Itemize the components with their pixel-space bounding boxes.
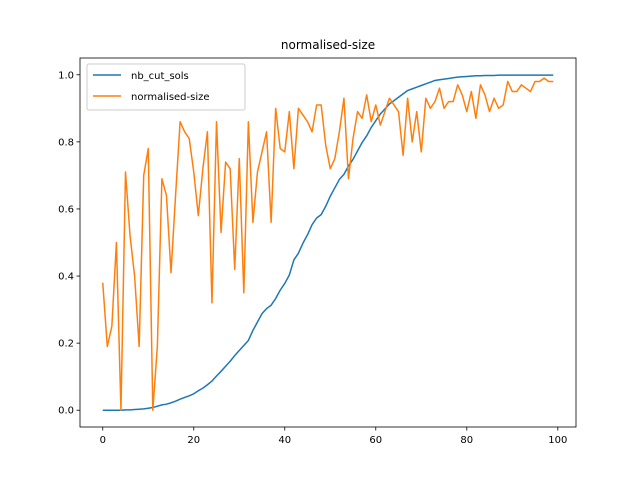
series-line-0 bbox=[102, 74, 554, 411]
x-tick-label: 20 bbox=[187, 435, 200, 446]
x-tick-label: 80 bbox=[460, 435, 473, 446]
x-tick-label: 100 bbox=[548, 435, 567, 446]
chart-title: normalised-size bbox=[281, 38, 375, 52]
legend-label: normalised-size bbox=[131, 92, 210, 103]
x-tick-label: 60 bbox=[369, 435, 382, 446]
series-line-1 bbox=[102, 77, 554, 411]
axes-frame bbox=[79, 57, 577, 428]
y-tick-label: 0.6 bbox=[58, 204, 74, 215]
y-tick-label: 0.0 bbox=[58, 406, 74, 417]
plot-area: 0 20 40 60 80 100 0.0 0.2 0.4 0.6 0.8 1.0 nb_cut_sol… bbox=[58, 57, 577, 446]
legend-label: nb_cut_sols bbox=[131, 71, 189, 82]
y-tick-label: 0.2 bbox=[58, 339, 74, 350]
x-tick-label: 40 bbox=[278, 435, 291, 446]
y-tick-label: 0.4 bbox=[58, 272, 74, 283]
legend-box bbox=[86, 63, 246, 111]
y-tick-label: 0.8 bbox=[58, 137, 74, 148]
x-tick-label: 0 bbox=[100, 435, 106, 446]
y-tick-label: 1.0 bbox=[58, 70, 74, 81]
